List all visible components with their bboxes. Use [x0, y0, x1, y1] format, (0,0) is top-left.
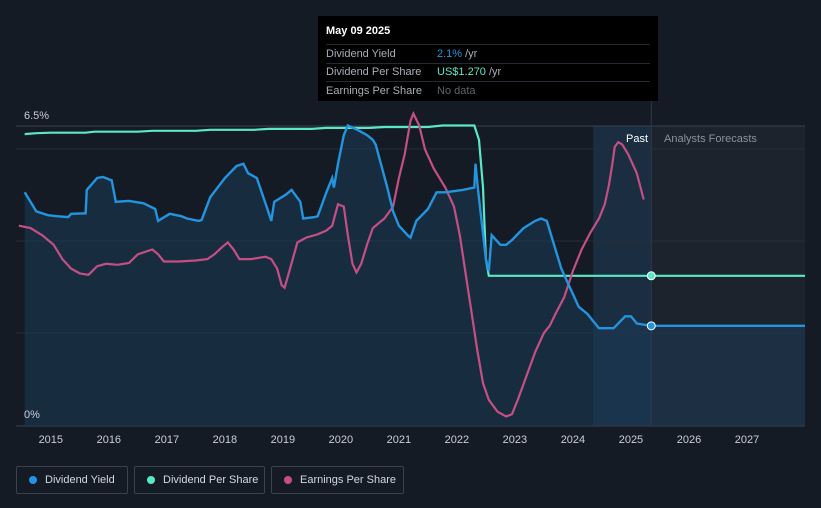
dividend-yield-marker[interactable]: [646, 321, 656, 331]
y-axis-bottom-label: 0%: [24, 409, 40, 421]
x-tick-label: 2023: [503, 434, 527, 446]
dividend-yield-line: [23, 123, 805, 330]
x-tick-label: 2018: [213, 434, 237, 446]
legend-label: Earnings Per Share: [300, 474, 396, 486]
tooltip-value: No data: [437, 84, 476, 97]
x-tick-label: 2015: [39, 434, 63, 446]
dividend-yield-legend-dot: [29, 476, 37, 484]
dividend-yield-area: [24, 125, 805, 426]
tooltip-unit: /yr: [465, 47, 478, 60]
forecast-label: Analysts Forecasts: [664, 133, 757, 145]
tooltip-unit: /yr: [488, 66, 502, 79]
x-tick-label: 2024: [561, 434, 585, 446]
x-tick-label: 2020: [329, 434, 353, 446]
tooltip-row-dividend-yield: Dividend Yield 2.1% /yr: [326, 44, 650, 63]
dividend-per-share-legend-dot: [147, 476, 155, 484]
tooltip-label: Dividend Per Share: [326, 66, 422, 79]
dividend-per-share-line: [24, 124, 805, 277]
x-axis-ticks: 2015 2016 2017 2018 2019 2020 2021 2022 2023 2024…: [39, 434, 760, 446]
x-tick-label: 2017: [155, 434, 179, 446]
x-tick-label: 2021: [387, 434, 411, 446]
earnings-per-share-line: [18, 110, 645, 418]
x-tick-label: 2019: [271, 434, 295, 446]
earnings-per-share-legend-dot: [284, 476, 292, 484]
tooltip-label: Dividend Yield: [326, 47, 396, 60]
tooltip-row-earnings-per-share: Earnings Per Share No data: [326, 81, 650, 100]
y-axis-top-label: 6.5%: [24, 110, 49, 122]
x-tick-label: 2016: [97, 434, 121, 446]
tooltip-value: 2.1%: [437, 47, 463, 60]
tooltip-value: US$1.270: [437, 66, 486, 79]
x-tick-label: 2026: [677, 434, 701, 446]
past-label: Past: [626, 133, 648, 145]
x-tick-label: 2025: [619, 434, 643, 446]
tooltip-label: Earnings Per Share: [326, 84, 422, 97]
legend-label: Dividend Per Share: [163, 474, 259, 486]
x-tick-label: 2027: [735, 434, 759, 446]
tooltip-date: May 09 2025: [326, 25, 391, 37]
legend-dividend-yield[interactable]: Dividend Yield: [16, 466, 128, 494]
legend-label: Dividend Yield: [45, 474, 115, 486]
dividend-per-share-marker[interactable]: [646, 271, 656, 281]
legend-dividend-per-share[interactable]: Dividend Per Share: [134, 466, 265, 494]
legend-earnings-per-share[interactable]: Earnings Per Share: [271, 466, 404, 494]
tooltip-row-dividend-per-share: Dividend Per Share US$1.270 /yr: [326, 62, 650, 82]
x-tick-label: 2022: [445, 434, 469, 446]
hover-tooltip: May 09 2025 Dividend Yield 2.1% /yr Divi…: [318, 16, 658, 101]
